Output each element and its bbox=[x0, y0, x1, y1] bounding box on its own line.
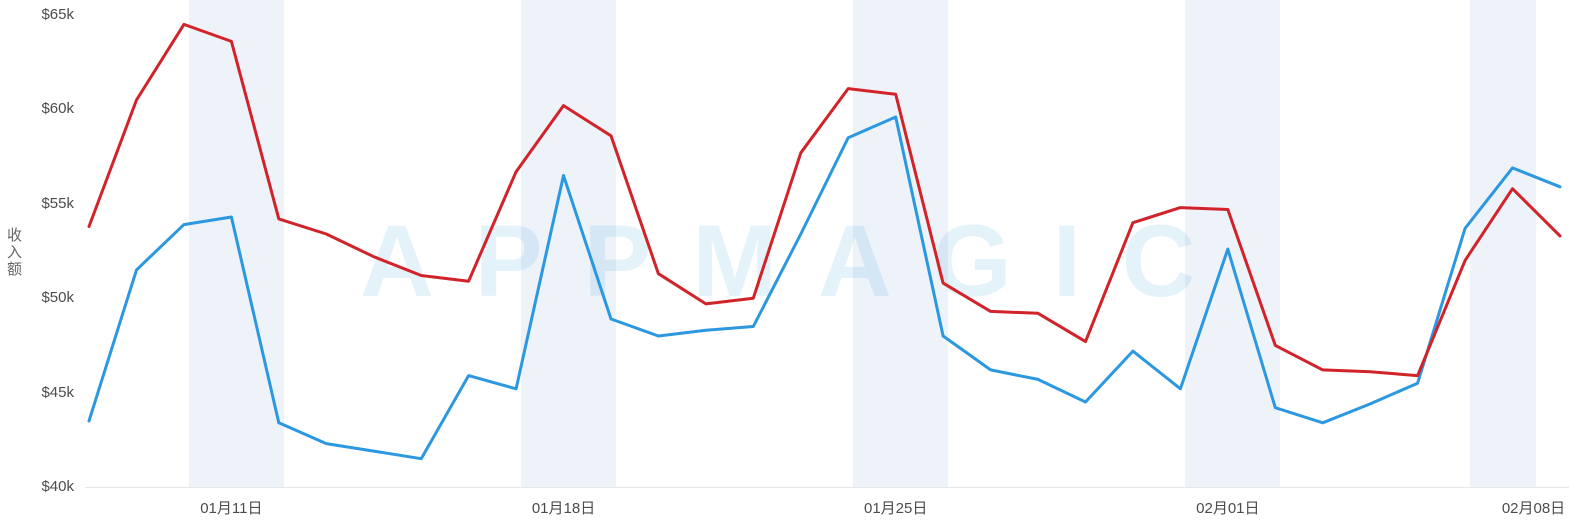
weekend-band bbox=[1185, 0, 1281, 487]
chart-series-canvas bbox=[87, 22, 1562, 461]
y-axis-title: 收入额 bbox=[5, 227, 22, 278]
weekend-band bbox=[1469, 0, 1537, 487]
y-tick-label: $50k bbox=[41, 289, 74, 307]
series-blue-line[interactable] bbox=[87, 115, 1562, 461]
x-tick-label: 02月01日 bbox=[1196, 500, 1260, 517]
series-red-line[interactable] bbox=[87, 22, 1562, 378]
y-tick-label: $45k bbox=[41, 383, 74, 401]
y-tick-label: $55k bbox=[41, 194, 74, 212]
x-tick-label: 01月11日 bbox=[200, 500, 263, 517]
x-tick-label: 01月25日 bbox=[863, 500, 928, 517]
y-tick-label: $60k bbox=[41, 100, 74, 118]
y-tick-label: $65k bbox=[41, 6, 74, 23]
weekend-highlight-bands bbox=[89, 0, 1560, 487]
x-tick-label: 01月18日 bbox=[531, 500, 596, 517]
chart-plot-area[interactable]: APPMAGIC bbox=[87, 0, 1562, 487]
x-axis-line bbox=[85, 487, 1569, 488]
weekend-band bbox=[520, 0, 616, 487]
x-tick-label: 02月08日 bbox=[1501, 500, 1566, 517]
y-tick-label: $40k bbox=[41, 478, 74, 495]
